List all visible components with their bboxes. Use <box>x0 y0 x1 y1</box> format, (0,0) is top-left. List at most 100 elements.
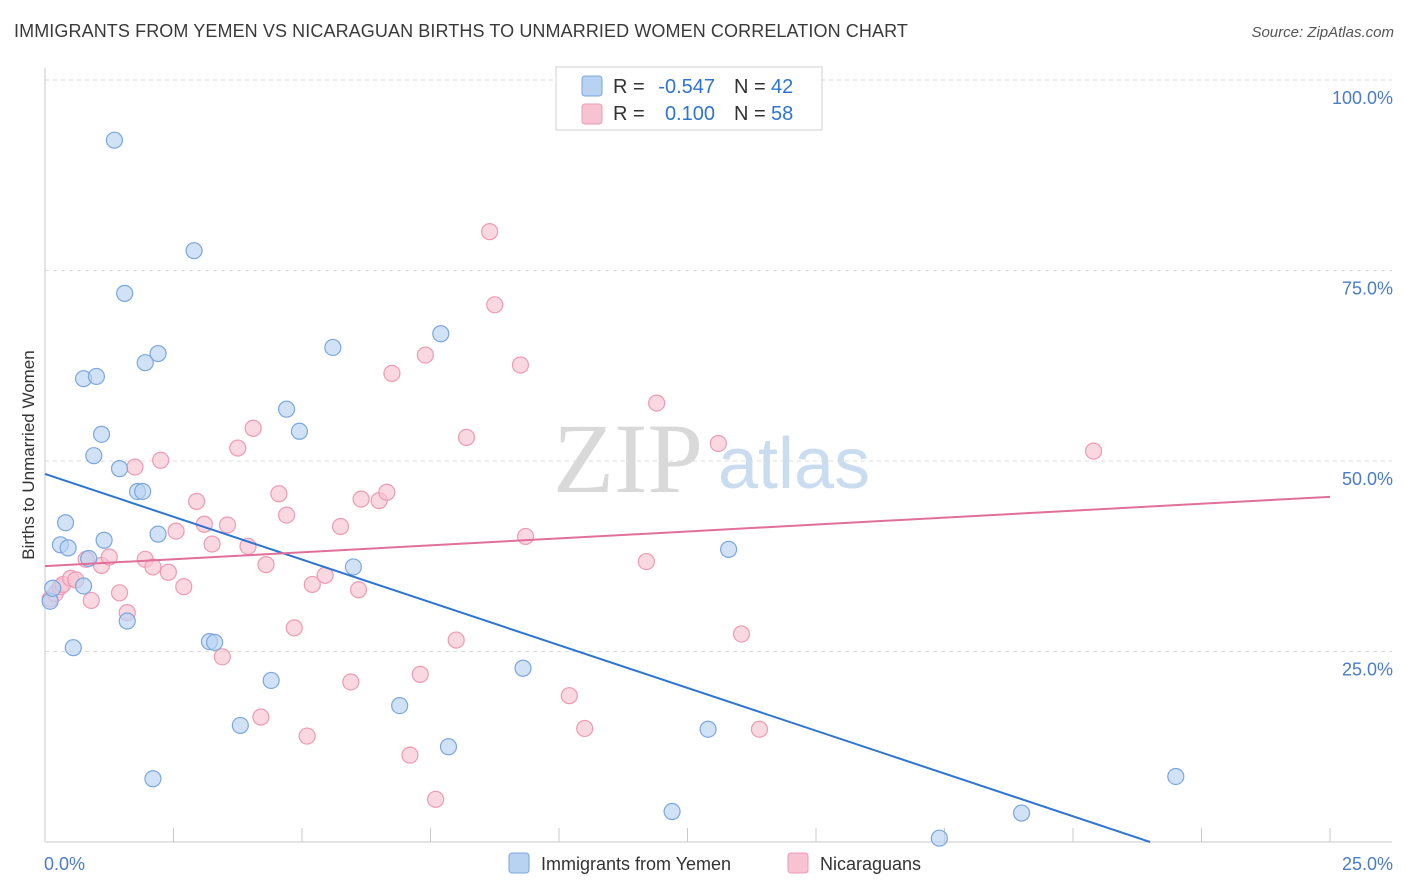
nicaraguans-point-14 <box>144 558 162 576</box>
yemen-point-37 <box>699 720 717 738</box>
yemen-point-19 <box>136 354 154 372</box>
yemen-point-25 <box>206 633 224 651</box>
legend-swatch-pink <box>581 103 603 125</box>
watermark-atlas: atlas <box>718 424 870 504</box>
yemen-point-13 <box>95 531 113 549</box>
nicaraguans-point-9 <box>100 548 118 566</box>
yemen-point-32 <box>391 697 409 715</box>
yemen-point-30 <box>324 338 342 357</box>
yemen-point-31 <box>344 558 362 576</box>
yemen-point-22 <box>144 770 162 788</box>
nicaraguans-point-16 <box>159 563 177 581</box>
nicaraguans-point-17 <box>167 522 185 540</box>
correlation-legend: R = -0.547 N = 42 R = 0.100 N = 58 <box>555 66 823 131</box>
yemen-point-11 <box>87 367 106 386</box>
legend-n-value-blue: 42 <box>771 76 793 98</box>
nicaraguans-point-29 <box>270 485 288 503</box>
nicaraguans-point-43 <box>411 665 429 683</box>
nicaraguans-point-56 <box>709 434 727 453</box>
x-tick-label-max: 25.0% <box>1342 854 1393 874</box>
yemen-point-16 <box>118 612 136 630</box>
y-tick-label-1: 50.0% <box>1342 469 1393 489</box>
nicaraguans-points <box>41 223 1103 808</box>
yemen-point-23 <box>185 242 203 260</box>
legend-r-label-blue: R = <box>613 76 645 98</box>
nicaraguans-point-49 <box>486 296 504 314</box>
nicaraguans-point-19 <box>188 492 206 510</box>
yemen-point-12 <box>92 425 111 443</box>
yemen-points <box>41 131 1185 847</box>
nicaraguans-point-59 <box>1084 442 1103 460</box>
y-tick-labels: 25.0% 50.0% 75.0% 100.0% <box>1332 88 1393 680</box>
yemen-point-35 <box>514 659 532 677</box>
yemen-trend-line <box>44 473 1151 843</box>
nicaraguans-point-26 <box>244 419 262 437</box>
legend-swatch-blue <box>581 75 603 97</box>
watermark-zip: ZIP <box>553 403 703 514</box>
y-tick-label-3: 100.0% <box>1332 88 1393 108</box>
trend-lines <box>44 473 1331 843</box>
nicaraguans-point-37 <box>349 581 368 599</box>
legend-r-label-pink: R = <box>613 103 645 125</box>
nicaraguans-point-53 <box>576 719 594 738</box>
nicaraguans-point-38 <box>352 490 370 508</box>
nicaraguans-point-27 <box>252 708 270 726</box>
yemen-point-28 <box>277 400 296 418</box>
yemen-point-2 <box>44 579 62 597</box>
nicaraguans-point-12 <box>126 458 144 476</box>
grid-lines <box>45 79 1392 652</box>
legend-r-value-pink: 0.100 <box>665 103 715 125</box>
yemen-point-40 <box>1012 804 1031 822</box>
yemen-point-0 <box>105 131 123 149</box>
series-legend: Immigrants from Yemen Nicaraguans <box>508 852 921 874</box>
nicaraguans-point-48 <box>481 223 499 241</box>
nicaraguans-point-28 <box>257 556 275 574</box>
nicaraguans-point-33 <box>303 575 321 594</box>
x-tick-label-min: 0.0% <box>44 854 85 874</box>
nicaraguans-point-52 <box>560 687 578 705</box>
nicaraguans-point-18 <box>175 578 193 596</box>
bottom-legend-label-yemen: Immigrants from Yemen <box>541 854 731 874</box>
nicaraguans-point-47 <box>457 428 476 446</box>
nicaraguans-point-54 <box>637 552 655 571</box>
nicaraguans-point-41 <box>383 364 401 382</box>
yemen-point-36 <box>663 802 681 821</box>
yemen-point-4 <box>56 514 75 532</box>
bottom-legend-swatch-nicaraguans <box>787 852 809 874</box>
yemen-point-38 <box>720 540 738 558</box>
legend-n-label-blue: N = <box>734 76 766 98</box>
yemen-point-27 <box>262 671 280 690</box>
yemen-point-39 <box>930 829 948 847</box>
chart-source: Source: ZipAtlas.com <box>1251 24 1394 41</box>
bottom-legend-label-nicaraguans: Nicaraguans <box>820 854 921 874</box>
nicaraguans-point-30 <box>277 506 296 524</box>
bottom-legend-swatch-yemen <box>508 852 530 874</box>
nicaraguans-point-40 <box>378 483 396 501</box>
nicaraguans-point-32 <box>298 727 316 745</box>
yemen-point-34 <box>439 738 458 756</box>
chart-title: IMMIGRANTS FROM YEMEN VS NICARAGUAN BIRT… <box>14 21 908 41</box>
yemen-point-41 <box>1167 767 1185 786</box>
nicaraguans-point-7 <box>82 591 100 610</box>
yemen-point-9 <box>80 549 98 568</box>
nicaraguans-point-45 <box>427 790 445 808</box>
yemen-point-33 <box>432 325 450 343</box>
nicaraguans-point-55 <box>648 394 666 412</box>
yemen-point-20 <box>149 344 167 363</box>
y-tick-label-0: 25.0% <box>1342 660 1393 680</box>
nicaraguans-point-10 <box>110 584 129 602</box>
x-axis-ticks <box>173 828 1331 842</box>
yemen-point-21 <box>149 525 167 543</box>
legend-r-value-blue: -0.547 <box>658 76 715 98</box>
nicaraguans-point-22 <box>213 648 231 666</box>
watermark: ZIP atlas <box>553 403 870 514</box>
yemen-point-18 <box>134 482 152 501</box>
nicaraguans-point-57 <box>732 625 751 643</box>
yemen-point-26 <box>231 716 249 735</box>
nicaraguans-point-23 <box>218 516 237 534</box>
nicaraguans-point-21 <box>203 535 221 553</box>
nicaraguans-point-46 <box>447 631 465 649</box>
yemen-point-29 <box>290 422 309 440</box>
nicaraguans-point-44 <box>416 346 434 364</box>
